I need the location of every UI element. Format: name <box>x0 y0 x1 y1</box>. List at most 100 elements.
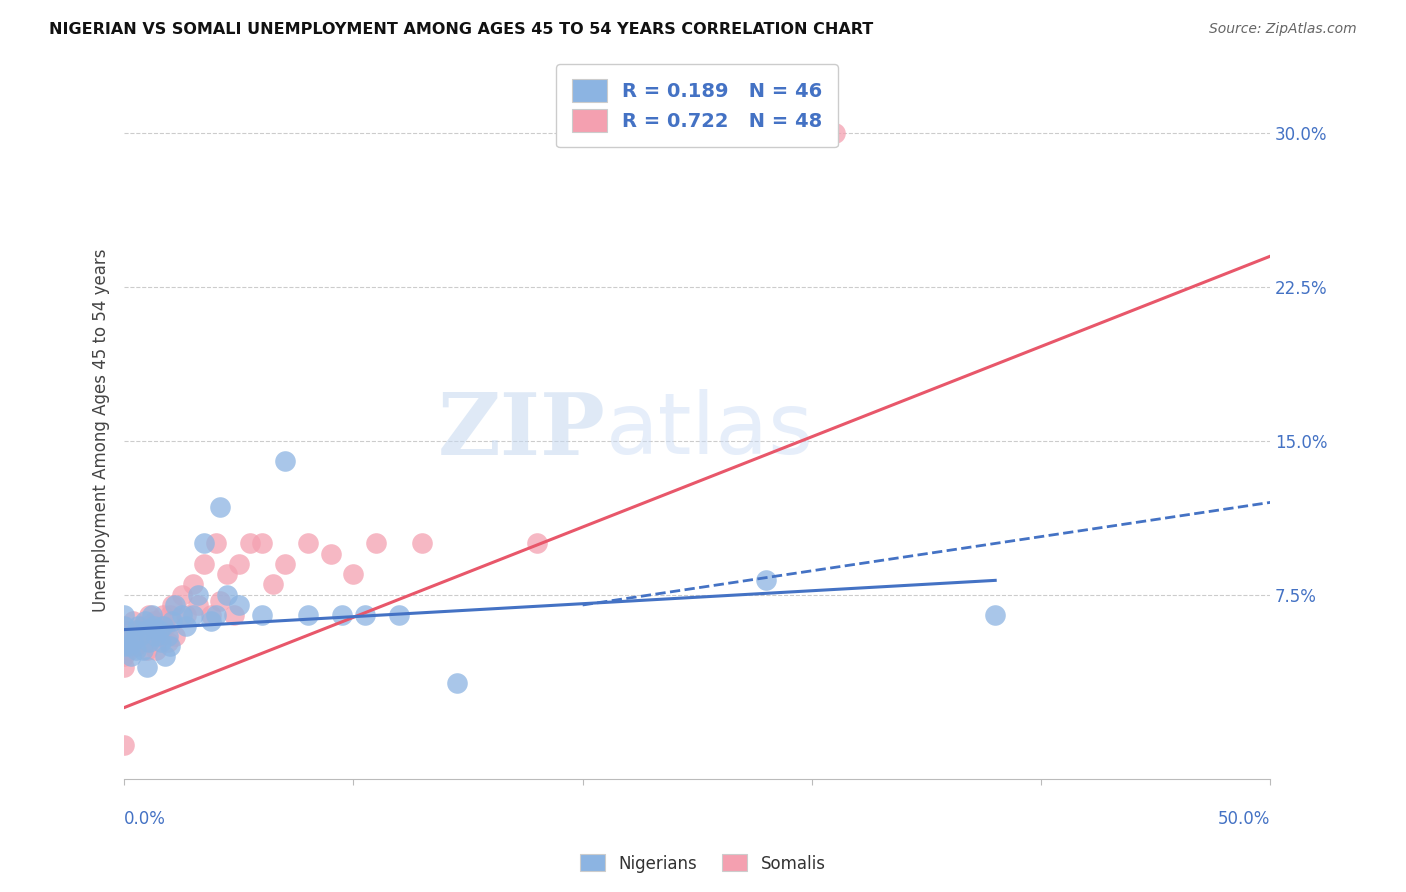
Point <box>112 629 135 643</box>
Point <box>118 643 141 657</box>
Point <box>148 623 170 637</box>
Text: 0.0%: 0.0% <box>124 810 166 828</box>
Point <box>138 608 160 623</box>
Point <box>273 557 295 571</box>
Point <box>112 623 135 637</box>
Point <box>125 639 148 653</box>
Point <box>112 738 135 752</box>
Point <box>156 635 179 649</box>
Point <box>342 567 364 582</box>
Point <box>239 536 262 550</box>
Point <box>250 608 273 623</box>
Point <box>136 623 159 637</box>
Point <box>112 659 135 673</box>
Point <box>187 598 209 612</box>
Point <box>224 608 246 623</box>
Point <box>127 623 149 637</box>
Point <box>200 615 222 629</box>
Point <box>297 608 319 623</box>
Point <box>181 608 204 623</box>
Y-axis label: Unemployment Among Ages 45 to 54 years: Unemployment Among Ages 45 to 54 years <box>93 249 110 612</box>
Point <box>526 536 548 550</box>
Point <box>366 536 388 550</box>
Point <box>112 618 135 632</box>
Point <box>141 608 163 623</box>
Point <box>145 629 167 643</box>
Point <box>141 629 163 643</box>
Point <box>193 557 215 571</box>
Point <box>131 618 153 632</box>
Point <box>138 635 160 649</box>
Point <box>155 649 177 664</box>
Point <box>170 608 193 623</box>
Point <box>152 618 174 632</box>
Point <box>120 629 142 643</box>
Text: Source: ZipAtlas.com: Source: ZipAtlas.com <box>1209 22 1357 37</box>
Point <box>411 536 433 550</box>
Point <box>162 615 184 629</box>
Point <box>174 608 197 623</box>
Point <box>125 643 148 657</box>
Point <box>159 639 181 653</box>
Point <box>163 598 186 612</box>
Point <box>354 608 377 623</box>
Point <box>148 618 170 632</box>
Point <box>446 676 468 690</box>
Legend: R = 0.189   N = 46, R = 0.722   N = 48: R = 0.189 N = 46, R = 0.722 N = 48 <box>557 63 838 147</box>
Point <box>205 608 228 623</box>
Point <box>131 643 153 657</box>
Point <box>112 649 135 664</box>
Point <box>129 635 152 649</box>
Point <box>181 577 204 591</box>
Point <box>755 574 778 588</box>
Point <box>136 643 159 657</box>
Point <box>156 629 179 643</box>
Point <box>122 615 145 629</box>
Point <box>129 629 152 643</box>
Text: ZIP: ZIP <box>437 389 606 473</box>
Point <box>127 618 149 632</box>
Point <box>228 557 250 571</box>
Point <box>170 588 193 602</box>
Point <box>152 608 174 623</box>
Point <box>824 126 846 140</box>
Point <box>262 577 284 591</box>
Point <box>145 643 167 657</box>
Point <box>143 615 166 629</box>
Text: 50.0%: 50.0% <box>1218 810 1270 828</box>
Point <box>297 536 319 550</box>
Point <box>112 608 135 623</box>
Point <box>217 567 239 582</box>
Point <box>209 500 232 514</box>
Point <box>136 659 159 673</box>
Point <box>149 629 172 643</box>
Text: NIGERIAN VS SOMALI UNEMPLOYMENT AMONG AGES 45 TO 54 YEARS CORRELATION CHART: NIGERIAN VS SOMALI UNEMPLOYMENT AMONG AG… <box>49 22 873 37</box>
Point <box>330 608 353 623</box>
Point <box>118 639 141 653</box>
Point <box>319 547 342 561</box>
Point <box>250 536 273 550</box>
Point <box>217 588 239 602</box>
Point <box>143 618 166 632</box>
Point <box>209 594 232 608</box>
Legend: Nigerians, Somalis: Nigerians, Somalis <box>574 847 832 880</box>
Point <box>134 615 156 629</box>
Point <box>112 635 135 649</box>
Text: atlas: atlas <box>606 389 814 472</box>
Point <box>155 618 177 632</box>
Point <box>228 598 250 612</box>
Point <box>187 588 209 602</box>
Point <box>162 598 184 612</box>
Point <box>122 635 145 649</box>
Point <box>273 454 295 468</box>
Point <box>134 629 156 643</box>
Point <box>125 623 148 637</box>
Point <box>163 629 186 643</box>
Point <box>149 635 172 649</box>
Point <box>200 608 222 623</box>
Point <box>205 536 228 550</box>
Point <box>112 639 135 653</box>
Point <box>193 536 215 550</box>
Point <box>388 608 411 623</box>
Point <box>174 618 197 632</box>
